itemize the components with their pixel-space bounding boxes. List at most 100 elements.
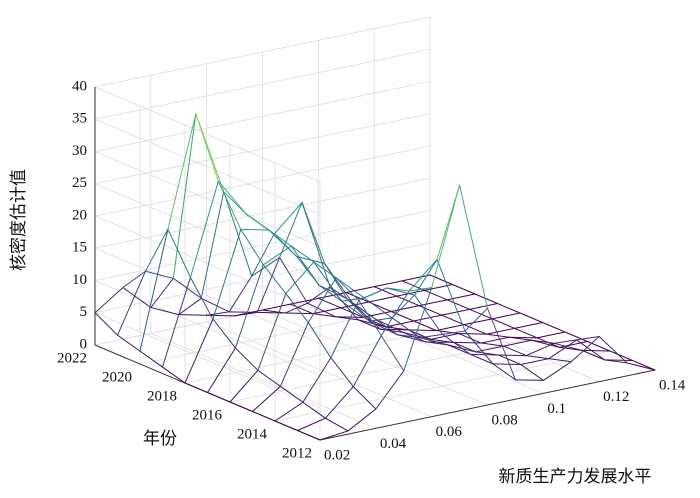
surface-segment — [256, 256, 281, 313]
surface-segment — [396, 289, 426, 297]
surface-segment — [262, 264, 287, 295]
surface-segment — [576, 336, 600, 341]
surface-segment — [228, 311, 258, 313]
surface-segment — [234, 311, 258, 317]
z-tick-label: 20 — [72, 207, 87, 223]
x-tick-label: 0.02 — [324, 447, 350, 463]
surface-segment — [189, 276, 214, 320]
y-tick-label: 2014 — [237, 426, 268, 442]
surface-segment — [341, 300, 371, 322]
surface-segment — [408, 287, 433, 292]
surface-segment — [458, 333, 482, 344]
x-tick-label: 0.08 — [492, 412, 518, 428]
surface-segment — [474, 293, 498, 304]
surface-segment — [358, 299, 382, 337]
surface-segment — [257, 369, 281, 387]
surface-segment — [162, 276, 191, 368]
surface-segment — [234, 347, 259, 371]
surface-segment — [581, 349, 611, 352]
surface-segment — [429, 274, 453, 285]
surface-segment — [487, 307, 516, 381]
surface-segment — [352, 302, 381, 330]
surface-segment — [257, 293, 287, 371]
surface-segment — [334, 316, 359, 321]
surface-segment — [252, 411, 276, 422]
surface-segment — [553, 339, 578, 344]
surface-segment — [514, 322, 543, 329]
surface-segment — [609, 350, 633, 361]
surface-segment — [459, 184, 488, 309]
surface-segment — [390, 305, 420, 312]
surface-segment — [446, 299, 471, 310]
surface-segment — [223, 191, 253, 277]
surface-segment — [317, 292, 347, 299]
surface-segment — [357, 319, 387, 328]
surface-segment — [207, 347, 236, 393]
surface-segment — [317, 297, 342, 309]
z-tick-label: 5 — [80, 304, 88, 320]
surface-segment — [162, 366, 186, 384]
grid-line — [94, 312, 321, 409]
surface-segment — [464, 307, 488, 332]
surface-segment — [212, 318, 236, 349]
surface-segment — [452, 341, 482, 344]
surface-segment — [252, 385, 281, 412]
surface-segment — [289, 297, 319, 305]
surface-segment — [268, 229, 298, 257]
surface-segment — [503, 345, 527, 357]
surface-segment — [401, 274, 431, 282]
surface-segment — [268, 229, 292, 247]
surface-segment — [307, 321, 332, 359]
surface-segment — [431, 184, 461, 289]
surface-segment — [212, 228, 242, 320]
surface-segment — [446, 293, 476, 301]
surface-segment — [525, 342, 555, 357]
surface-segment — [542, 322, 566, 333]
surface-segment — [234, 264, 264, 349]
surface-segment — [458, 333, 488, 335]
surface-segment — [150, 277, 174, 309]
surface-segment — [302, 357, 332, 403]
surface-segment — [122, 270, 146, 289]
surface-segment — [285, 293, 309, 323]
surface-segment — [262, 245, 292, 266]
surface-segment — [442, 330, 466, 335]
surface-segment — [492, 363, 516, 381]
surface-segment — [346, 298, 371, 322]
surface-segment — [520, 363, 544, 381]
grid-line — [150, 332, 376, 429]
surface-segment — [251, 233, 275, 277]
surface-segment — [330, 299, 360, 359]
surface-segment — [352, 335, 382, 388]
surface-segment — [318, 284, 343, 302]
z-tick-label: 40 — [72, 78, 87, 94]
surface-segment — [548, 339, 578, 360]
surface-segment — [548, 358, 572, 363]
surface-segment — [189, 180, 219, 278]
surface-segment — [117, 334, 141, 352]
z-tick-label: 30 — [72, 143, 87, 159]
surface-segment — [285, 261, 315, 295]
surface-segment — [167, 113, 197, 230]
surface-segment — [345, 292, 370, 303]
surface-segment — [297, 430, 321, 441]
surface-segment — [200, 191, 225, 299]
surface-segment — [139, 228, 169, 352]
surface-segment — [117, 270, 146, 336]
surface-segment — [240, 228, 270, 231]
surface-segment — [172, 113, 197, 279]
surface-segment — [508, 336, 533, 341]
surface-segment — [469, 353, 499, 356]
surface-segment — [491, 318, 516, 329]
surface-segment — [341, 297, 365, 302]
z-tick-label: 10 — [72, 272, 87, 288]
surface-segment — [178, 314, 208, 316]
surface-segment — [531, 339, 555, 344]
surface-segment — [318, 284, 348, 300]
x-tick-label: 0.04 — [380, 436, 407, 452]
z-axis-label: 核密度估计值 — [9, 169, 28, 271]
grid-line — [206, 321, 432, 418]
surface-segment — [94, 312, 118, 336]
surface-segment — [319, 430, 349, 441]
z-tick-label: 15 — [72, 240, 87, 256]
